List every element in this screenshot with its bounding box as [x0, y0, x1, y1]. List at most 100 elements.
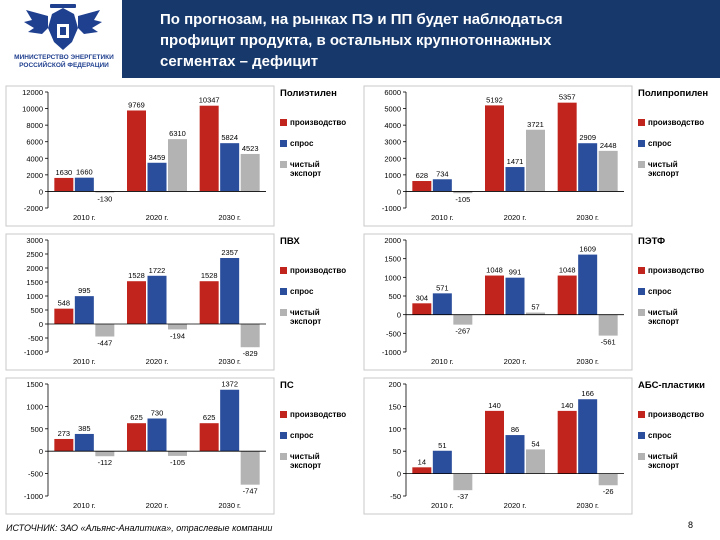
data-label: 273	[58, 429, 71, 438]
bar-demand	[74, 433, 94, 452]
data-label: 10347	[199, 96, 220, 105]
data-label: 3721	[527, 120, 544, 129]
legend-label: экспорт	[290, 461, 322, 470]
chart-svg: -1000 -500 0 500 1000 1500 273 385 -112 2010 г. 62…	[5, 377, 275, 515]
data-label: 86	[511, 425, 519, 434]
data-label: 385	[78, 424, 91, 433]
legend-label: спрос	[290, 287, 314, 296]
bar-net-export	[526, 312, 545, 315]
y-tick-label: 0	[39, 187, 43, 196]
legend-item-production: производство	[638, 118, 704, 127]
bar-net-export	[526, 449, 545, 474]
legend-label: спрос	[648, 431, 672, 440]
data-label: 625	[130, 413, 143, 422]
x-tick-label: 2010 г.	[431, 501, 454, 510]
bar-net-export	[168, 451, 187, 456]
y-tick-label: 1000	[26, 402, 43, 411]
legend-item-demand: спрос	[280, 287, 346, 296]
bar-production	[412, 303, 432, 315]
legend-label: экспорт	[290, 169, 322, 178]
legend-item-demand: спрос	[638, 139, 704, 148]
legend-item-net-export: чистый экспорт	[280, 452, 346, 470]
legend-item-demand: спрос	[638, 431, 704, 440]
bar-demand	[578, 254, 598, 315]
legend-item-production: производство	[280, 266, 346, 275]
x-tick-label: 2010 г.	[73, 501, 96, 510]
x-tick-label: 2030 г.	[576, 501, 599, 510]
data-label: -747	[243, 487, 258, 496]
plot-frame	[363, 233, 633, 371]
legend-label: производство	[648, 266, 705, 275]
bar-demand	[147, 162, 167, 192]
bar-net-export	[453, 473, 473, 491]
chart-legend: производство спрос чистый экспорт	[280, 118, 346, 190]
data-label: 1609	[579, 245, 596, 254]
legend-label: спрос	[648, 139, 672, 148]
data-label: 1372	[221, 380, 238, 389]
x-tick-label: 2030 г.	[218, 213, 241, 222]
legend-swatch	[638, 453, 645, 460]
data-label: -26	[603, 487, 614, 496]
data-label: 991	[509, 268, 522, 277]
chart-title: ПВХ	[280, 236, 300, 247]
bar-net-export	[240, 324, 260, 348]
legend-item-net-export: чистый экспорт	[280, 160, 346, 178]
data-label: 1048	[559, 266, 576, 275]
data-label: 140	[561, 401, 574, 410]
org-name-line-2: РОССИЙСКОЙ ФЕДЕРАЦИИ	[19, 62, 109, 69]
legend-item-production: производство	[280, 118, 346, 127]
chart-title: АБС-пластики	[638, 380, 706, 391]
x-tick-label: 2030 г.	[218, 357, 241, 366]
legend-label: чистый	[648, 452, 678, 461]
y-tick-label: 1000	[26, 292, 43, 301]
legend-label: спрос	[290, 139, 314, 148]
y-tick-label: 500	[30, 425, 43, 434]
bar-demand	[505, 277, 525, 315]
data-label: 6310	[169, 129, 186, 138]
y-tick-label: 2000	[26, 264, 43, 273]
y-tick-label: 0	[397, 187, 401, 196]
bar-production	[412, 181, 432, 192]
legend-item-production: производство	[638, 410, 704, 419]
chart-legend: производство спрос чистый экспорт	[638, 118, 704, 190]
data-label: 3459	[149, 153, 166, 162]
data-label: 51	[438, 441, 446, 450]
bar-production	[485, 105, 504, 192]
ministry-logo: МИНИСТЕРСТВО ЭНЕРГЕТИКИ РОССИЙСКОЙ ФЕДЕР…	[4, 2, 122, 76]
chart-panel-abs: -50 0 50 100 150 200 14 51 -37 2010 г. 140 86 54 2020…	[362, 376, 720, 516]
chart-svg: -2000 0 2000 4000 6000 8000 10000 12000 1630 1660…	[5, 85, 275, 227]
chart-title: Полиэтилен	[280, 88, 337, 99]
chart-title: ПС	[280, 380, 294, 391]
legend-swatch	[638, 267, 645, 274]
y-tick-label: -500	[28, 334, 43, 343]
x-tick-label: 2010 г.	[73, 213, 96, 222]
title-line-2: профицит продукта, в остальных крупнотон…	[160, 32, 552, 49]
chart-panel-pvc: -1000 -500 0 500 1000 1500 2000 2500 3000 548 995 -…	[4, 232, 362, 372]
chart-panel-pet: -1000 -500 0 500 1000 1500 2000 304 571 -267 2010 …	[362, 232, 720, 372]
bar-demand	[147, 418, 167, 452]
legend-label: производство	[648, 410, 705, 419]
legend-label: чистый	[648, 308, 678, 317]
bar-production	[485, 275, 504, 315]
legend-swatch	[638, 288, 645, 295]
data-label: -37	[457, 492, 468, 501]
chart-svg: -1000 -500 0 500 1000 1500 2000 304 571 -267 2010 …	[363, 233, 633, 371]
data-label: 1630	[55, 168, 72, 177]
y-tick-label: 4000	[384, 121, 401, 130]
org-name-line-1: МИНИСТЕРСТВО ЭНЕРГЕТИКИ	[14, 54, 114, 61]
chart-title: Полипропилен	[638, 88, 709, 99]
x-tick-label: 2020 г.	[504, 357, 527, 366]
bar-production	[199, 281, 219, 324]
data-label: -447	[97, 339, 112, 348]
bar-demand	[432, 450, 452, 474]
x-tick-label: 2020 г.	[146, 357, 169, 366]
data-label: 1660	[76, 168, 93, 177]
legend-swatch	[280, 309, 287, 316]
legend-label: экспорт	[648, 461, 680, 470]
data-label: 304	[416, 293, 429, 302]
legend-swatch	[280, 453, 287, 460]
chart-panel-polypropylene: -1000 0 1000 2000 3000 4000 5000 6000 628 734 -105…	[362, 84, 720, 228]
y-tick-label: -500	[386, 329, 401, 338]
data-label: -267	[455, 327, 470, 336]
data-label: 14	[418, 457, 426, 466]
